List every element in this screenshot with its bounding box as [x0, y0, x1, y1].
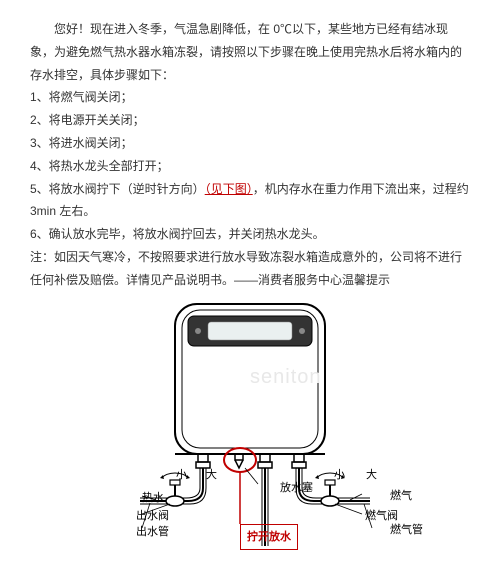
- step-1: 1、将燃气阀关闭；: [30, 86, 470, 109]
- label-out-pipe: 出水管: [136, 522, 169, 543]
- label-gas: 燃气: [390, 486, 412, 507]
- heater-diagram: seniton 小 大 热水 出水阀 出水管 放水塞 小 大 燃气 燃气阀 燃气…: [30, 296, 470, 556]
- label-large-left: 大: [206, 465, 217, 486]
- step-2: 2、将电源开关关闭；: [30, 109, 470, 132]
- label-small-left: 小: [176, 465, 187, 486]
- step-3: 3、将进水阀关闭；: [30, 132, 470, 155]
- step-5: 5、将放水阀拧下（逆时针方向）（见下图），机内存水在重力作用下流出来，过程约 3…: [30, 178, 470, 224]
- intro-paragraph: 您好！现在进入冬季，气温急剧降低，在 0℃以下，某些地方已经有结冰现象，为避免燃…: [30, 18, 470, 86]
- step-5-prefix: 5、将放水阀拧下（逆时针方向）: [30, 182, 205, 196]
- step-4: 4、将热水龙头全部打开；: [30, 155, 470, 178]
- callout-open-drain: 拧开放水: [240, 524, 298, 551]
- label-drain-plug: 放水塞: [280, 478, 313, 499]
- label-gas-pipe: 燃气管: [390, 520, 423, 541]
- step-6: 6、确认放水完毕，将放水阀拧回去，并关闭热水龙头。: [30, 223, 470, 246]
- label-small-right: 小: [334, 465, 345, 486]
- label-large-right: 大: [366, 465, 377, 486]
- note-paragraph: 注：如因天气寒冷，不按照要求进行放水导致冻裂水箱造成意外的，公司将不进行任何补偿…: [30, 246, 470, 292]
- step-5-highlight: （见下图）: [205, 182, 253, 196]
